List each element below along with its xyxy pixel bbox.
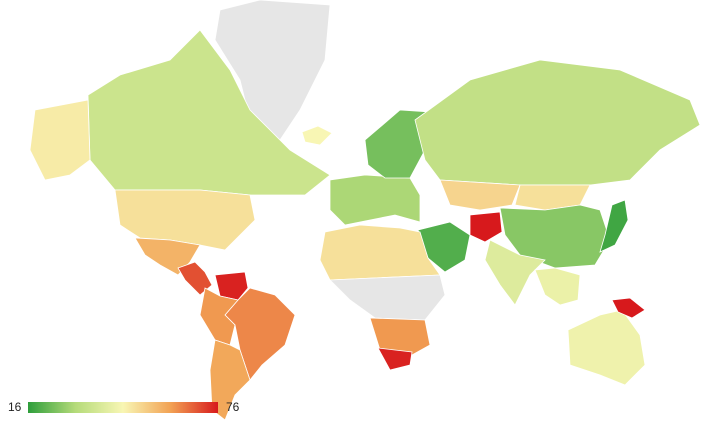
region [414,59,701,186]
region [214,0,331,156]
region [599,199,629,253]
legend-min: 16 [8,400,22,414]
region [469,211,503,243]
map-regions [29,0,701,421]
region [209,339,251,421]
region [177,261,213,296]
region [114,189,256,251]
region [439,179,521,211]
region [534,267,581,306]
region [611,297,646,319]
legend-max: 76 [226,400,240,414]
region [329,174,421,226]
region [484,239,546,306]
region [29,99,91,181]
region [214,271,249,301]
region [369,317,431,356]
region [199,287,239,346]
region [301,125,333,146]
region [567,309,646,386]
region [319,224,441,281]
region [329,274,446,321]
region [377,347,413,371]
region [364,109,431,179]
region [499,204,611,269]
legend-bar [28,402,218,413]
